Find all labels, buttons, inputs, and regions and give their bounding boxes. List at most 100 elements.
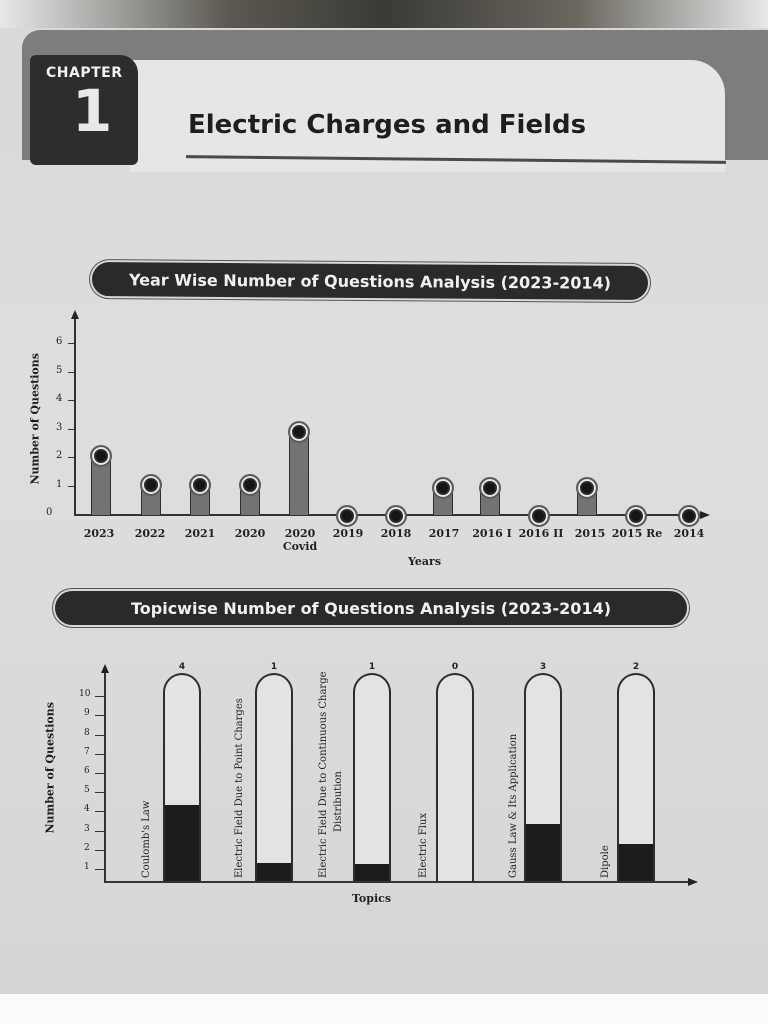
y-tick-label: 3 <box>84 823 90 834</box>
bar-marker-icon <box>528 505 550 527</box>
value-label: 2 <box>632 662 640 672</box>
chapter-label: CHAPTER <box>46 65 123 81</box>
topic-label: Electric Flux <box>418 812 429 878</box>
y-tick-mark <box>68 400 74 401</box>
bar-gauss-law <box>524 673 562 881</box>
y-tick-mark <box>68 457 74 458</box>
y-axis-arrow-icon <box>71 310 79 319</box>
y-tick-mark <box>68 343 74 344</box>
y-tick-label: 4 <box>56 393 63 404</box>
y-tick-mark <box>68 371 74 373</box>
bar-field-point-charges <box>255 673 293 881</box>
x-tick-label: 2023 <box>83 527 115 540</box>
y-tick-mark <box>68 428 74 430</box>
y-tick-label: 0 <box>46 507 53 518</box>
y-tick-mark <box>95 869 104 870</box>
value-label: 1 <box>368 662 376 672</box>
topic-chart-xlabel: Topics <box>352 892 392 905</box>
topic-chart-x-axis <box>104 881 690 883</box>
y-axis-arrow-icon <box>101 664 109 673</box>
value-label: 1 <box>270 662 278 672</box>
y-tick-label: 7 <box>84 746 90 757</box>
x-tick-label: 2020 <box>234 527 266 540</box>
x-tick-label: 2020 <box>284 527 316 540</box>
x-axis-arrow-icon <box>688 878 698 886</box>
y-tick-label: 1 <box>84 862 90 872</box>
topic-label: Electric Field Due to Point Charges <box>234 698 245 878</box>
y-tick-label: 4 <box>84 804 90 815</box>
y-tick-label: 1 <box>56 478 63 490</box>
bar-marker-icon <box>385 505 407 527</box>
topic-label-line2: Distribution <box>333 771 344 832</box>
y-tick-label: 2 <box>56 450 63 461</box>
bar-marker-icon <box>140 474 162 496</box>
bar-electric-flux <box>436 673 474 881</box>
y-tick-mark <box>95 753 104 755</box>
bar-marker-icon <box>189 474 211 496</box>
bar-marker-icon <box>625 505 647 527</box>
y-tick-label: 6 <box>56 336 63 347</box>
topic-label: Electric Field Due to Continuous Charge <box>318 671 329 878</box>
bar-marker-icon <box>479 477 501 499</box>
chapter-header-card <box>130 60 725 172</box>
x-tick-label: 2021 <box>184 527 216 540</box>
bar-marker-icon <box>288 421 310 443</box>
chapter-number: 1 <box>72 77 113 145</box>
x-tick-label: 2018 <box>380 527 412 540</box>
x-tick-label: 2016 II <box>518 527 564 540</box>
bar-marker-icon <box>678 505 700 527</box>
y-tick-label: 8 <box>84 727 90 738</box>
x-tick-label: 2014 <box>673 527 705 540</box>
y-tick-mark <box>95 849 104 851</box>
year-chart-title: Year Wise Number of Questions Analysis (… <box>91 262 649 300</box>
x-tick-sublabel: Covid <box>282 540 318 553</box>
topic-chart-y-axis <box>104 672 106 882</box>
chapter-badge: CHAPTER 1 <box>30 55 138 165</box>
photo-background-bottom <box>0 994 768 1024</box>
value-label: 4 <box>178 662 186 672</box>
x-tick-label: 2022 <box>134 527 166 540</box>
y-tick-label: 9 <box>84 708 90 719</box>
x-tick-label: 2015 <box>574 527 606 540</box>
x-tick-label: 2019 <box>332 527 364 540</box>
x-axis-arrow-icon <box>700 511 710 519</box>
bar-marker-icon <box>336 505 358 527</box>
bar-fill <box>526 824 560 881</box>
bar-dipole <box>617 673 655 881</box>
topic-label: Gauss Law & Its Application <box>508 733 519 878</box>
y-tick-label: 10 <box>79 689 91 700</box>
value-label: 0 <box>451 662 459 672</box>
y-tick-label: 6 <box>84 766 90 776</box>
y-tick-mark <box>95 734 104 736</box>
y-tick-mark <box>95 773 104 774</box>
year-chart-y-axis <box>74 318 76 515</box>
bar-marker-icon <box>432 477 454 499</box>
y-tick-mark <box>95 792 104 794</box>
y-tick-mark <box>95 811 104 813</box>
bar-fill <box>355 864 389 881</box>
photo-background-top <box>0 0 768 28</box>
topic-label: Coulomb's Law <box>141 800 152 878</box>
y-tick-mark <box>95 696 104 698</box>
x-tick-label: 2015 Re <box>611 527 663 540</box>
y-tick-label: 5 <box>84 785 90 796</box>
year-chart-ylabel: Number of Questions <box>28 353 42 485</box>
y-tick-label: 2 <box>84 842 90 853</box>
bar-field-continuous-charge <box>353 673 391 881</box>
x-tick-label: 2017 <box>428 527 460 540</box>
y-tick-label: 3 <box>56 421 63 433</box>
bar-marker-icon <box>239 474 261 496</box>
bar-coulombs-law <box>163 673 201 881</box>
topic-chart-ylabel: Number of Questions <box>43 702 57 834</box>
chapter-title: Electric Charges and Fields <box>188 110 587 140</box>
y-tick-mark <box>95 830 104 832</box>
topic-label: Dipole <box>600 845 611 878</box>
bar-fill <box>619 844 653 881</box>
y-tick-label: 5 <box>56 364 63 376</box>
year-chart-xlabel: Years <box>408 555 442 568</box>
y-tick-mark <box>95 715 104 717</box>
value-label: 3 <box>539 662 547 672</box>
bar-fill <box>257 863 291 881</box>
y-tick-mark <box>68 485 74 487</box>
bar-fill <box>165 805 199 881</box>
